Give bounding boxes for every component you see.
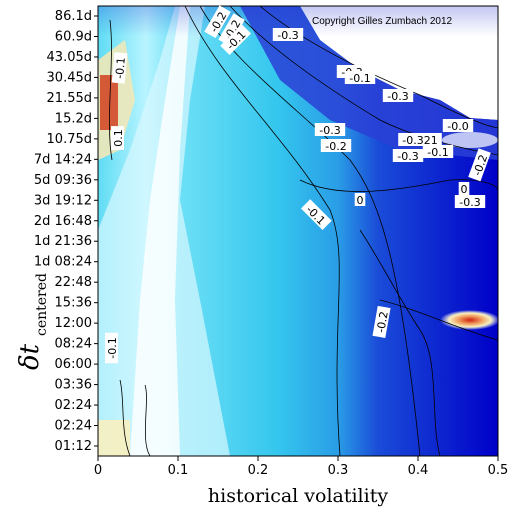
contour-label-box bbox=[320, 139, 352, 152]
contour-label: -0.321 bbox=[398, 133, 442, 147]
contour-label-text: -0.321 bbox=[402, 134, 437, 147]
contour-label: -0.1 bbox=[105, 332, 119, 364]
y-tick-label: 60.9d bbox=[55, 29, 92, 44]
y-tick-label: 30.45d bbox=[47, 70, 92, 85]
y-tick-label: 2d 16:48 bbox=[34, 214, 92, 229]
y-tick-label: 15:36 bbox=[55, 296, 92, 311]
contour-label-box bbox=[398, 133, 442, 146]
contour-label-box bbox=[354, 193, 366, 206]
y-tick-label: 06:00 bbox=[55, 357, 92, 372]
y-tick-label: 22:48 bbox=[55, 275, 92, 290]
x-tick-label: 0.4 bbox=[408, 463, 429, 478]
y-tick-label: 21.55d bbox=[47, 91, 92, 106]
contour-label-box bbox=[272, 28, 304, 41]
contour-label-box bbox=[111, 126, 124, 150]
contour-label-box bbox=[218, 13, 245, 47]
contour-label: -0.1 bbox=[422, 145, 454, 159]
contour-label-text: -0.1 bbox=[349, 72, 370, 85]
x-tick-label: 0.5 bbox=[488, 463, 509, 478]
contour-label: -0.1 bbox=[344, 71, 376, 85]
contour-label-box bbox=[301, 199, 332, 230]
hot-patch-right bbox=[440, 310, 498, 330]
contour-label-box bbox=[105, 332, 118, 364]
contour-label-text: -0.3 bbox=[319, 124, 340, 137]
contour-label-text: -0.1 bbox=[113, 57, 128, 80]
y-axis-title-sub: centered bbox=[34, 273, 50, 336]
contour-label-text: 0 bbox=[357, 194, 364, 207]
contour-label-box bbox=[392, 149, 424, 162]
contour-label-box bbox=[111, 52, 128, 84]
y-tick-label: 08:24 bbox=[55, 337, 92, 352]
contour-label: -0.1 bbox=[111, 52, 128, 84]
x-tick-label: 0.3 bbox=[328, 463, 349, 478]
y-tick-label: 86.1d bbox=[55, 9, 92, 24]
contour-label-text: -0.3 bbox=[387, 90, 408, 103]
contour-label-box bbox=[454, 195, 486, 208]
contour-label-text: -0.2 bbox=[325, 140, 346, 153]
contour-label-box bbox=[220, 24, 251, 55]
y-axis-title: δt centered bbox=[15, 273, 50, 370]
contour-label: -0.2 bbox=[372, 305, 391, 339]
contour-label: -0.0 bbox=[442, 119, 474, 133]
x-tick-label: 0.2 bbox=[248, 463, 269, 478]
contour-label: 0 bbox=[354, 193, 366, 207]
contour-label: -0.3 bbox=[272, 28, 304, 42]
contour-label: 0.1 bbox=[111, 126, 125, 150]
contour-label-text: -0.2 bbox=[374, 310, 391, 333]
contour-label-box bbox=[382, 89, 414, 102]
contour-label: -0.3 bbox=[392, 149, 424, 163]
contour-label-text: -0.1 bbox=[106, 337, 119, 358]
contour-label: -0.3 bbox=[454, 195, 486, 209]
y-axis: 01:12 02:24 02:24 03:36 06:00 08:24 12:00 15:36… bbox=[34, 9, 98, 454]
positive-patch-bottom bbox=[98, 420, 130, 456]
contour-label-box bbox=[344, 71, 376, 84]
y-tick-label: 03:36 bbox=[55, 378, 92, 393]
contour-label: -0.3 bbox=[314, 123, 346, 137]
y-tick-label: 7d 14:24 bbox=[34, 152, 92, 167]
copyright-text: Copyright Gilles Zumbach 2012 bbox=[312, 16, 453, 27]
contour-label: -0.2 bbox=[320, 139, 352, 153]
x-axis-title: historical volatility bbox=[208, 485, 388, 507]
y-tick-label: 5d 09:36 bbox=[34, 173, 92, 188]
contour-label-text: -0.1 bbox=[427, 146, 448, 159]
contour-label-box bbox=[422, 145, 454, 158]
plot-frame bbox=[97, 5, 499, 457]
y-tick-label: 10.75d bbox=[47, 132, 92, 147]
y-tick-label: 1d 21:36 bbox=[34, 234, 92, 249]
x-tick-label: 0.1 bbox=[168, 463, 189, 478]
bright-patch-right bbox=[442, 132, 498, 148]
contour-label-text: -0.3 bbox=[459, 196, 480, 209]
y-tick-label: 02:24 bbox=[55, 398, 92, 413]
contour-label-box bbox=[442, 119, 474, 132]
contour-label-text: -0.0 bbox=[447, 120, 468, 133]
contour-labels: -0.2 -0.1 -0.2 -0.3 -0.3 -0.1 -0.3 -0.0 -0.3 -0.3… bbox=[105, 5, 491, 364]
contour-label: 0 bbox=[458, 182, 470, 196]
contour-label-text: 0.1 bbox=[112, 129, 125, 147]
heatmap-area bbox=[98, 6, 498, 456]
y-tick-label: 15.2d bbox=[55, 111, 92, 126]
y-tick-label: 02:24 bbox=[55, 419, 92, 434]
x-tick-label: 0 bbox=[94, 463, 102, 478]
contour-label-box bbox=[372, 305, 391, 339]
hot-patch-left bbox=[100, 75, 118, 130]
contour-label-text: 0 bbox=[461, 183, 468, 196]
contour-label: -0.3 bbox=[382, 89, 414, 103]
contour-label-box bbox=[468, 148, 491, 182]
y-tick-label: 12:00 bbox=[55, 316, 92, 331]
contour-label-text: -0.3 bbox=[397, 150, 418, 163]
y-tick-label: 1d 08:24 bbox=[34, 255, 92, 270]
y-tick-label: 43.05d bbox=[47, 50, 92, 65]
y-tick-label: 3d 19:12 bbox=[34, 193, 92, 208]
contour-label-text: -0.3 bbox=[277, 29, 298, 42]
x-axis: 0 0.1 0.2 0.3 0.4 0.5 bbox=[94, 456, 508, 478]
y-axis-title-main: δt bbox=[15, 343, 45, 370]
bright-core bbox=[130, 6, 190, 456]
contour-label-box bbox=[458, 182, 470, 195]
y-tick-label: 01:12 bbox=[55, 439, 92, 454]
contour-label-box bbox=[314, 123, 346, 136]
contour-label-box bbox=[204, 5, 231, 39]
